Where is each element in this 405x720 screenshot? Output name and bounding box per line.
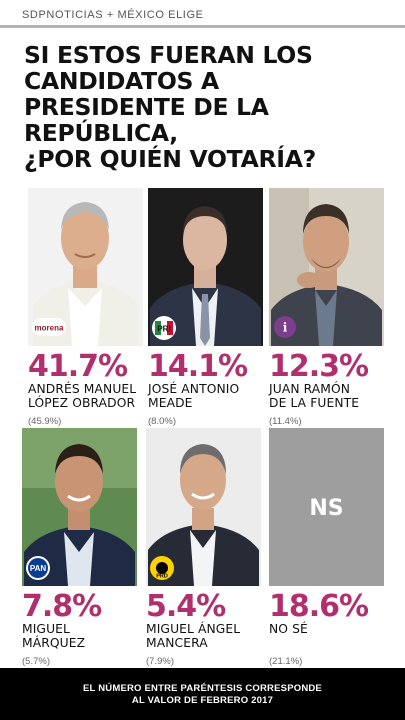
svg-text:PRD: PRD xyxy=(156,574,168,580)
candidate-name-line1: JUAN RAMÓN xyxy=(269,382,351,396)
svg-text:PRI: PRI xyxy=(157,325,170,334)
previous-percentage: (11.4%) xyxy=(269,416,302,427)
candidate-photo: PRD xyxy=(146,428,261,586)
vote-percentage: 12.3% xyxy=(269,349,369,384)
candidate-name-line1: NO SÉ xyxy=(269,622,308,636)
candidate-name-line2: MÁRQUEZ xyxy=(22,636,86,650)
previous-percentage: (7.9%) xyxy=(146,656,174,667)
candidate-card-de-la-fuente: i 12.3% JUAN RAMÓN DE LA FUENTE (11.4%) xyxy=(269,188,384,427)
candidate-photo: PRI xyxy=(148,188,263,346)
top-bar: SDPNOTICIAS + MÉXICO ELIGE xyxy=(0,0,405,28)
candidate-name-line2 xyxy=(269,636,384,650)
vote-percentage: 14.1% xyxy=(148,349,248,384)
ns-box: NS xyxy=(269,428,384,586)
candidate-name-line2: MANCERA xyxy=(146,636,208,650)
headline-line: PRESIDENTE DE LA xyxy=(24,93,269,121)
candidate-name-line2: DE LA FUENTE xyxy=(269,396,360,410)
previous-percentage: (8.0%) xyxy=(148,416,176,427)
headline-line: ¿POR QUIÉN VOTARÍA? xyxy=(24,145,316,173)
candidate-name-line2: LÓPEZ OBRADOR xyxy=(28,396,136,410)
candidate-name-line2: MEADE xyxy=(148,396,193,410)
svg-text:i: i xyxy=(283,321,288,335)
candidate-photo: i xyxy=(269,188,384,346)
candidate-card-mancera: PRD 5.4% MIGUEL ÁNGEL MANCERA (7.9%) xyxy=(146,428,261,667)
svg-text:PAN: PAN xyxy=(30,564,47,573)
brand-label: SDPNOTICIAS + MÉXICO ELIGE xyxy=(22,9,204,21)
candidate-card-lopez-obrador: morena 41.7% ANDRÉS MANUEL LÓPEZ OBRADOR… xyxy=(28,188,143,427)
candidate-name-line1: MIGUEL ÁNGEL xyxy=(146,622,241,636)
top-divider xyxy=(0,25,405,28)
headline-line: CANDIDATOS A xyxy=(24,67,219,95)
headline: SI ESTOS FUERAN LOS CANDIDATOS A PRESIDE… xyxy=(24,42,394,172)
previous-percentage: (21.1%) xyxy=(269,656,303,667)
prd-logo-icon: PRD xyxy=(150,556,174,580)
candidate-photo: morena xyxy=(28,188,143,346)
svg-text:morena: morena xyxy=(35,324,64,333)
headline-line: SI ESTOS FUERAN LOS xyxy=(24,41,313,69)
pan-logo-icon: PAN xyxy=(26,556,50,580)
vote-percentage: 5.4% xyxy=(146,589,226,624)
previous-percentage: (5.7%) xyxy=(22,656,50,667)
candidate-card-meade: PRI 14.1% JOSÉ ANTONIO MEADE (8.0%) xyxy=(148,188,263,427)
headline-line: REPÚBLICA, xyxy=(24,119,178,147)
previous-percentage: (45.9%) xyxy=(28,416,62,427)
pri-logo-icon: PRI xyxy=(152,316,176,340)
independent-logo-icon: i xyxy=(274,316,296,338)
footer-line2: AL VALOR DE FEBRERO 2017 xyxy=(131,695,274,706)
candidate-name-line1: ANDRÉS MANUEL xyxy=(28,382,137,396)
ns-label: NS xyxy=(309,496,343,521)
vote-percentage: 7.8% xyxy=(22,589,102,624)
footer-line1: EL NÚMERO ENTRE PARÉNTESIS CORRESPONDE xyxy=(83,683,322,694)
candidate-name-line1: MIGUEL xyxy=(22,622,70,636)
footer-note: EL NÚMERO ENTRE PARÉNTESIS CORRESPONDE A… xyxy=(0,668,405,720)
candidate-card-no-se: NS 18.6% NO SÉ (21.1%) xyxy=(269,428,384,667)
candidate-name-line1: JOSÉ ANTONIO xyxy=(148,382,240,396)
vote-percentage: 18.6% xyxy=(269,589,369,624)
vote-percentage: 41.7% xyxy=(28,349,128,384)
candidate-card-marquez: PAN 7.8% MIGUEL MÁRQUEZ (5.7%) xyxy=(22,428,137,667)
morena-logo-icon: morena xyxy=(32,318,66,336)
candidate-photo: PAN xyxy=(22,428,137,586)
